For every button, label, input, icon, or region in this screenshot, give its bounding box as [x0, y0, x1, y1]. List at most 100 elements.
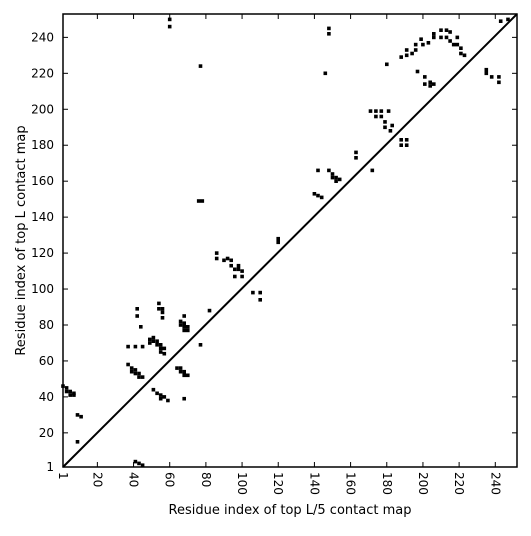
y-axis-title: Residue index of top L contact map	[14, 125, 29, 355]
contact-point	[489, 75, 494, 79]
x-tick-label: 40	[127, 472, 141, 487]
contact-point	[151, 387, 156, 392]
contact-point	[498, 19, 503, 23]
contact-point	[240, 269, 244, 273]
contact-point	[140, 344, 145, 349]
contact-point	[240, 274, 244, 279]
contact-point	[323, 71, 328, 76]
contact-point	[428, 80, 432, 85]
contact-point	[327, 168, 331, 173]
contact-point	[233, 274, 237, 279]
y-tick-label: 60	[39, 354, 54, 368]
y-tick-label: 220	[31, 66, 54, 80]
contact-point	[157, 307, 161, 311]
y-tick-label: 180	[31, 138, 54, 152]
contact-point	[337, 177, 342, 182]
contact-point	[72, 391, 76, 396]
contact-point	[428, 84, 432, 88]
contact-point	[68, 389, 72, 394]
contact-point	[178, 319, 183, 324]
contact-point	[157, 301, 161, 306]
contact-point	[459, 51, 463, 56]
contact-point	[319, 195, 324, 200]
contact-point	[386, 109, 391, 113]
contact-point	[258, 298, 262, 302]
x-tick-label: 160	[344, 472, 358, 495]
x-tick-label: 240	[488, 472, 502, 495]
contact-point	[200, 199, 205, 203]
x-tick-label: 100	[235, 472, 249, 495]
contact-point	[148, 337, 152, 342]
contact-point	[410, 51, 414, 56]
contact-point	[155, 339, 159, 343]
contact-point	[198, 64, 203, 68]
contact-point	[451, 42, 456, 47]
contact-point	[178, 366, 183, 370]
contact-point	[225, 256, 230, 261]
contact-point	[497, 75, 501, 79]
contact-point	[126, 344, 130, 349]
contact-point	[133, 344, 138, 349]
contact-point	[182, 314, 186, 318]
contact-point	[160, 307, 165, 311]
contact-point	[432, 82, 436, 86]
contact-point	[214, 251, 219, 255]
contact-point	[484, 67, 489, 72]
contact-point	[415, 69, 420, 74]
contact-point	[133, 459, 138, 464]
contact-point	[374, 114, 378, 119]
contact-point	[198, 343, 203, 347]
contact-point	[140, 463, 145, 467]
contact-point	[207, 308, 212, 313]
contact-point	[390, 123, 394, 128]
contact-point	[182, 369, 186, 374]
contact-point	[506, 17, 510, 22]
contact-point	[251, 290, 255, 295]
contact-point	[151, 335, 156, 340]
contact-point	[214, 256, 219, 261]
contact-point	[383, 120, 387, 124]
contact-point	[155, 391, 159, 396]
contact-point	[421, 42, 425, 47]
contact-point	[79, 414, 83, 419]
contact-point	[404, 143, 409, 147]
contact-point	[229, 263, 233, 268]
contact-point	[399, 138, 403, 142]
y-tick-label: 120	[31, 246, 54, 260]
contact-point	[316, 168, 320, 173]
contact-point	[419, 37, 423, 41]
contact-point	[68, 393, 72, 397]
contact-point	[354, 156, 358, 160]
contact-point	[388, 129, 393, 133]
contact-point	[126, 362, 130, 367]
contact-point	[455, 42, 460, 47]
contact-point	[160, 310, 165, 315]
y-tick-label: 160	[31, 174, 54, 188]
contact-point	[182, 328, 186, 333]
contact-point	[426, 41, 431, 45]
contact-point	[379, 114, 384, 119]
y-tick-label: 100	[31, 282, 54, 296]
contact-point	[64, 386, 69, 390]
contact-point	[135, 314, 139, 318]
contact-point	[413, 48, 418, 52]
x-tick-label: 1	[56, 472, 70, 480]
contact-point	[334, 179, 338, 183]
contact-point	[236, 263, 241, 268]
contact-point	[404, 53, 409, 58]
contact-point	[229, 258, 233, 263]
contact-point	[462, 53, 467, 58]
contact-point	[385, 62, 389, 67]
x-tick-label: 80	[199, 472, 213, 487]
contact-point	[135, 307, 139, 311]
contact-point	[399, 143, 403, 147]
contact-point	[196, 199, 201, 203]
contact-point	[327, 32, 331, 36]
x-tick-label: 120	[271, 472, 285, 495]
contact-point	[160, 316, 165, 320]
contact-point	[158, 393, 163, 397]
contact-point	[423, 82, 427, 86]
plot-frame	[62, 13, 518, 468]
contact-point	[276, 236, 280, 241]
